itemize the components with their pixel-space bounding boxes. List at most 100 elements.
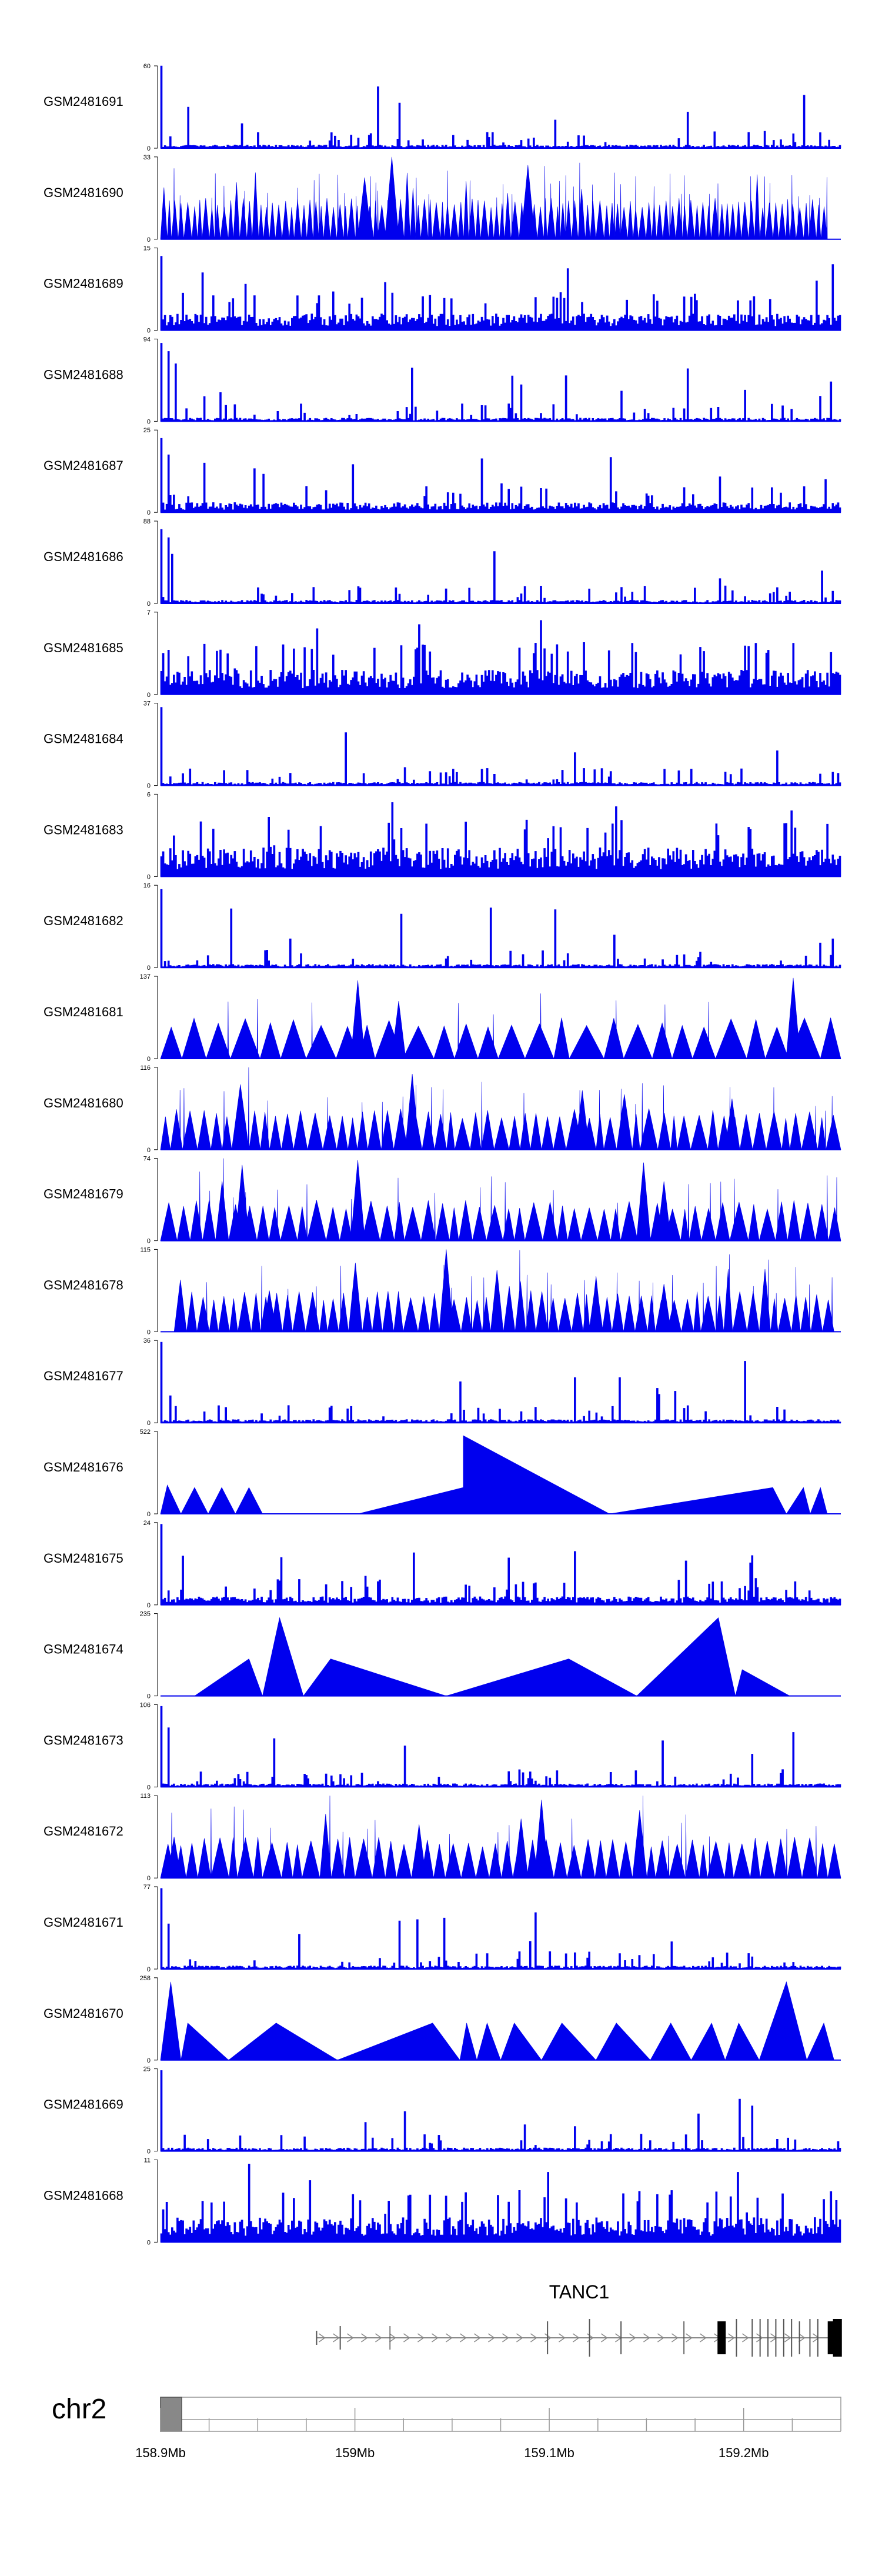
- y-axis-min-label: 0: [147, 873, 151, 880]
- y-axis-min-label: 0: [147, 1056, 151, 1063]
- coverage-signal: [160, 1796, 841, 1878]
- strand-arrow-icon: [432, 2333, 439, 2343]
- coverage-signal: [173, 1249, 834, 1332]
- y-axis-max-label: 36: [143, 1337, 151, 1344]
- strand-arrow-icon: [403, 2333, 410, 2343]
- y-axis-min-label: 0: [147, 418, 151, 425]
- track-sample-label: GSM2481678: [44, 1277, 123, 1292]
- track-sample-label: GSM2481668: [44, 2188, 123, 2203]
- gene-exon: [683, 2321, 685, 2354]
- gene-exon: [736, 2319, 737, 2357]
- strand-arrow-icon: [375, 2333, 382, 2343]
- coverage-signal: [160, 889, 841, 968]
- y-axis-min-label: 0: [147, 2148, 151, 2155]
- gene-exon: [767, 2319, 769, 2357]
- coverage-signal: [160, 2164, 841, 2243]
- y-axis-max-label: 235: [140, 1611, 151, 1618]
- coverage-track: GSM2481681 137 0: [44, 973, 841, 1063]
- y-axis-min-label: 0: [147, 1875, 151, 1882]
- strand-arrow-icon: [799, 2333, 806, 2343]
- y-axis-min-label: 0: [147, 509, 151, 516]
- coverage-track: GSM2481676 522 0: [44, 1429, 841, 1518]
- coverage-signal: [160, 65, 841, 149]
- coverage-track: GSM2481669 25 0: [44, 2066, 841, 2155]
- x-axis-tick-label: 159.1Mb: [524, 2445, 574, 2460]
- gene-exon: [775, 2319, 777, 2357]
- coverage-signal: [193, 1617, 790, 1697]
- gene-exon: [589, 2319, 590, 2357]
- chromosome-name: chr2: [52, 2394, 106, 2425]
- track-sample-label: GSM2481682: [44, 913, 123, 928]
- track-sample-label: GSM2481671: [44, 1915, 123, 1930]
- y-axis-max-label: 16: [143, 882, 151, 889]
- coverage-signal: [160, 802, 841, 877]
- coverage-signal: [160, 620, 841, 695]
- gene-exon: [751, 2319, 753, 2357]
- strand-arrow-icon: [700, 2333, 707, 2343]
- strand-arrow-icon: [516, 2333, 523, 2343]
- y-axis-min-label: 0: [147, 1329, 151, 1336]
- y-axis-max-label: 115: [140, 1246, 151, 1253]
- strand-arrow-icon: [671, 2333, 679, 2343]
- y-axis-max-label: 15: [143, 245, 151, 252]
- gene-exon: [799, 2321, 800, 2354]
- track-sample-label: GSM2481669: [44, 2097, 123, 2112]
- coverage-signal: [160, 529, 841, 604]
- y-axis-min-label: 0: [147, 1420, 151, 1427]
- track-sample-label: GSM2481687: [44, 458, 123, 473]
- gene-exon: [316, 2331, 318, 2345]
- coverage-signal: [160, 1981, 834, 2061]
- track-sample-label: GSM2481679: [44, 1187, 123, 1202]
- x-axis-tick-label: 158.9Mb: [135, 2445, 186, 2460]
- strand-arrow-icon: [770, 2333, 777, 2343]
- coverage-track: GSM2481690 33 0: [44, 154, 841, 243]
- coverage-signal: [160, 2070, 841, 2151]
- strand-arrow-icon: [474, 2333, 481, 2343]
- coverage-signal: [160, 343, 841, 422]
- strand-arrow-icon: [460, 2333, 467, 2343]
- strand-arrow-icon: [446, 2333, 453, 2343]
- track-sample-label: GSM2481691: [44, 94, 123, 109]
- coverage-track: GSM2481674 235 0: [44, 1611, 841, 1700]
- strand-arrow-icon: [417, 2333, 425, 2343]
- gene-exon: [809, 2319, 811, 2357]
- strand-arrow-icon: [502, 2333, 509, 2343]
- strand-arrow-icon: [361, 2333, 368, 2343]
- track-sample-label: GSM2481688: [44, 367, 123, 382]
- coverage-signal: [160, 1524, 841, 1606]
- coverage-track: GSM2481682 16 0: [44, 882, 841, 972]
- track-sample-label: GSM2481673: [44, 1733, 123, 1747]
- y-axis-max-label: 137: [140, 973, 151, 980]
- strand-arrow-icon: [629, 2333, 636, 2343]
- coverage-track: GSM2481673 106 0: [44, 1701, 841, 1791]
- coverage-track: GSM2481687 25 0: [44, 427, 841, 516]
- gene-exon: [547, 2321, 549, 2354]
- y-axis-max-label: 25: [143, 2066, 151, 2073]
- coverage-track: GSM2481679 74 0: [44, 1156, 841, 1245]
- coverage-track: GSM2481688 94 0: [44, 336, 841, 425]
- y-axis-max-label: 37: [143, 700, 151, 708]
- chromosome-ideogram: chr2: [52, 2394, 841, 2432]
- strand-arrow-icon: [756, 2333, 763, 2343]
- y-axis-max-label: 258: [140, 1975, 151, 1982]
- track-sample-label: GSM2481689: [44, 276, 123, 291]
- coverage-track: GSM2481675 24 0: [44, 1520, 841, 1609]
- strand-arrow-icon: [333, 2333, 340, 2343]
- track-sample-label: GSM2481672: [44, 1824, 123, 1838]
- y-axis-min-label: 0: [147, 1147, 151, 1154]
- y-axis-min-label: 0: [147, 1966, 151, 1973]
- strand-arrow-icon: [643, 2333, 650, 2343]
- coverage-signal: [160, 1158, 841, 1241]
- strand-arrow-icon: [573, 2333, 580, 2343]
- coverage-signal: [160, 977, 841, 1059]
- strand-arrow-icon: [728, 2333, 735, 2343]
- coverage-track: GSM2481668 11 0: [44, 2157, 841, 2246]
- y-axis-min-label: 0: [147, 1238, 151, 1245]
- y-axis-min-label: 0: [147, 965, 151, 972]
- strand-arrow-icon: [686, 2333, 693, 2343]
- y-axis-min-label: 0: [147, 600, 151, 608]
- coverage-track: GSM2481685 7 0: [44, 609, 841, 699]
- track-sample-label: GSM2481680: [44, 1096, 123, 1110]
- y-axis-min-label: 0: [147, 145, 151, 152]
- y-axis-max-label: 522: [140, 1429, 151, 1436]
